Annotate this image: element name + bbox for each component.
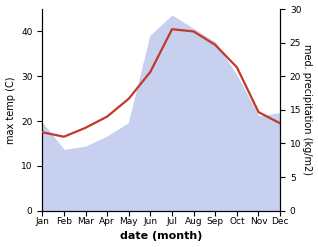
Y-axis label: max temp (C): max temp (C) <box>5 76 16 144</box>
X-axis label: date (month): date (month) <box>120 231 203 242</box>
Y-axis label: med. precipitation (kg/m2): med. precipitation (kg/m2) <box>302 44 313 175</box>
